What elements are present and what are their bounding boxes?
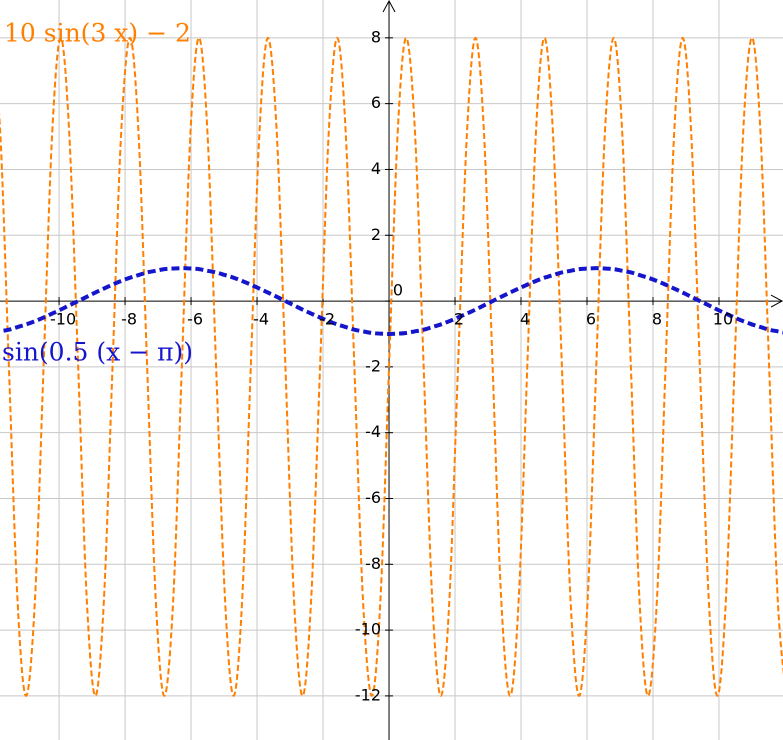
x-tick-label: -10 [50,310,76,329]
curve [0,36,783,697]
y-tick-label: 6 [371,93,381,112]
x-tick-label: -8 [121,310,137,329]
y-tick-label: -12 [355,685,381,704]
x-tick-label: -6 [187,310,203,329]
y-axis-arrow [382,0,396,13]
y-tick-label: -10 [355,620,381,639]
y-tick-label: -4 [365,422,381,441]
x-tick-label: 2 [454,310,464,329]
x-tick-label: 10 [713,310,733,329]
x-tick-label: -4 [253,310,269,329]
series-label: sin(0.5 (x − π)) [2,338,193,367]
y-tick-label: 4 [371,159,381,178]
x-tick-label: 8 [652,310,662,329]
y-tick-label: 8 [371,27,381,46]
y-tick-label: 0 [393,281,403,300]
curve [0,266,783,336]
curves [0,36,783,697]
y-tick-label: -2 [365,356,381,375]
x-axis-arrow [770,294,783,308]
series-label: 10 sin(3 x) − 2 [4,19,191,48]
labels: -10 -8 -6 -4 -2 2 4 6 8 10 -12 -10 -8 -6 -4 -2 0 2 4 6 8 10 s… [2,19,733,705]
x-tick-label: -2 [319,310,335,329]
x-tick-label: 6 [586,310,596,329]
y-tick-label: -6 [365,488,381,507]
x-tick-label: 4 [520,310,530,329]
y-tick-label: 2 [371,225,381,244]
y-tick-label: -8 [365,554,381,573]
